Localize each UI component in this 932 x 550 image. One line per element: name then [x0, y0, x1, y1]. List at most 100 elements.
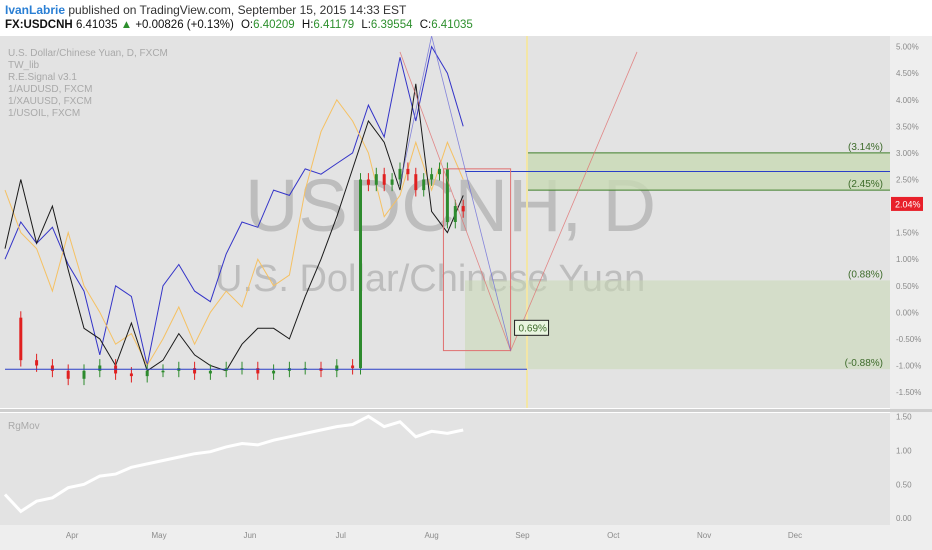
candle-body: [272, 370, 276, 374]
candle-body: [430, 174, 434, 180]
candle-body: [256, 368, 260, 374]
legend-item: TW_lib: [8, 60, 40, 71]
indicator-tick-label: 1.00: [896, 446, 912, 455]
indicator-tick-label: 1.50: [896, 412, 912, 421]
time-tick-label: Jul: [336, 531, 346, 540]
price-tick-label: 3.50%: [896, 122, 919, 131]
indicator-title: RgMov: [8, 421, 40, 432]
candle-body: [66, 370, 70, 379]
price-tick-label: 4.50%: [896, 69, 919, 78]
projection-box: [442, 168, 512, 352]
time-tick-label: Sep: [515, 531, 530, 540]
legend-item: U.S. Dollar/Chinese Yuan, D, FXCM: [8, 48, 168, 59]
time-axis[interactable]: Apr May Jun Jul Aug Sep Oct Nov Dec: [66, 531, 802, 540]
candle-body: [35, 360, 39, 366]
series-line-audusd: [4, 45, 464, 366]
symbol: FX:USDCNH: [5, 19, 73, 31]
author-link[interactable]: IvanLabrie: [5, 3, 66, 17]
price-tick-label: -1.00%: [896, 361, 921, 370]
candle-body: [161, 370, 165, 373]
price-tick-label: 3.00%: [896, 149, 919, 158]
candle-body: [208, 370, 212, 374]
time-tick-label: Nov: [697, 531, 711, 540]
measure-label-box: [514, 319, 550, 336]
price-tick-label: 0.00%: [896, 308, 919, 317]
candle-body: [453, 206, 457, 222]
measure-label-text: 0.69%: [519, 323, 547, 334]
open-label: O:: [240, 19, 254, 31]
price-tick-label: -0.50%: [896, 335, 921, 344]
close-label: C:: [419, 19, 432, 31]
quote-line: FX:USDCNH 6.41035 ▲ +0.00826 (+0.13%) O:…: [5, 19, 473, 31]
legend-item: 1/XAUUSD, FXCM: [8, 96, 92, 107]
candle-body: [145, 370, 149, 377]
rgmov-line: [3, 414, 464, 514]
high-value: 6.41179: [313, 19, 355, 31]
candle-body: [438, 168, 441, 175]
price-tick-label: 2.50%: [896, 175, 919, 184]
open-value: 6.40209: [253, 19, 295, 31]
time-tick-label: May: [151, 531, 166, 540]
candle-body: [98, 365, 102, 371]
price-badge: [891, 196, 923, 211]
low-label: L:: [361, 19, 371, 31]
time-tick-label: Apr: [66, 531, 79, 540]
rgmov-indicator: RgMov: [3, 414, 464, 514]
price-tick-label: 0.50%: [896, 282, 919, 291]
legend-item: R.E.Signal v3.1: [8, 72, 77, 83]
time-axis-background: [0, 525, 890, 550]
price-axis-background: [890, 36, 932, 550]
candle-body: [445, 168, 449, 222]
candle-body: [50, 365, 54, 371]
fib-level-label: (3.14%): [848, 142, 883, 153]
candle-body: [374, 174, 378, 185]
candle-body: [382, 174, 386, 185]
candle-body: [351, 365, 355, 369]
time-tick-label: Dec: [788, 531, 802, 540]
price-tick-label: 4.00%: [896, 96, 919, 105]
price-tick-label: -1.50%: [896, 388, 921, 397]
indicator-pane-background: [0, 413, 890, 525]
low-value: 6.39554: [370, 19, 413, 31]
candle-body: [82, 370, 86, 379]
price-tick-label: 5.00%: [896, 43, 919, 52]
legend-item: 1/AUDUSD, FXCM: [8, 84, 92, 95]
change: +0.00826 (+0.13%): [135, 19, 234, 31]
candles-layer: [19, 162, 465, 386]
fib-level-label: (0.88%): [848, 269, 883, 280]
series-line-xauusd: [4, 98, 464, 367]
candle-body: [335, 365, 339, 371]
candle-body: [359, 179, 362, 369]
fib-level-label: (2.45%): [848, 179, 883, 190]
candle-body: [406, 168, 410, 175]
fib-level-label: (-0.88%): [845, 358, 883, 369]
candle-body: [461, 206, 465, 212]
projection-path-blue: [399, 36, 511, 351]
drawings-layer: 0.69%: [5, 36, 890, 370]
chart-canvas[interactable]: USDCNH, D U.S. Dollar/Chinese Yuan U.S. …: [0, 36, 932, 550]
candle-body: [414, 174, 418, 191]
time-tick-label: Aug: [424, 531, 438, 540]
legend: U.S. Dollar/Chinese Yuan, D, FXCMTW_libR…: [8, 48, 168, 119]
candle-body: [129, 373, 133, 377]
price-axis[interactable]: 5.00%4.50%4.00%3.50%3.00%2.50%2.00%1.50%…: [891, 43, 923, 524]
price-badge-text: 2.04%: [895, 199, 921, 209]
last-price: 6.41035: [75, 19, 118, 31]
change-arrow-icon: ▲: [120, 19, 133, 31]
legend-item: 1/USOIL, FXCM: [8, 108, 80, 119]
time-tick-label: Oct: [607, 531, 620, 540]
series-line-usoil: [4, 83, 464, 372]
candle-body: [422, 179, 426, 191]
close-value: 6.41035: [431, 19, 473, 31]
measure-label: 0.69%: [514, 319, 550, 336]
series-layer: [4, 45, 464, 372]
candle-body: [193, 368, 197, 374]
price-tick-label: 1.00%: [896, 255, 919, 264]
high-label: H:: [301, 19, 314, 31]
published-text: published on TradingView.com, September …: [68, 3, 407, 17]
price-tick-label: 1.50%: [896, 229, 919, 238]
publish-header: IvanLabrie published on TradingView.com,…: [0, 0, 932, 36]
publish-info: IvanLabrie published on TradingView.com,…: [5, 3, 406, 17]
candle-body: [390, 179, 394, 185]
candle-body: [398, 168, 402, 180]
